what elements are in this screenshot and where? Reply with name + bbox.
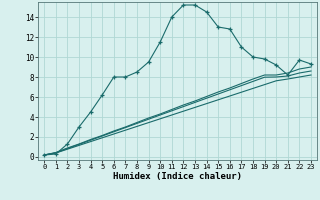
X-axis label: Humidex (Indice chaleur): Humidex (Indice chaleur) bbox=[113, 172, 242, 181]
